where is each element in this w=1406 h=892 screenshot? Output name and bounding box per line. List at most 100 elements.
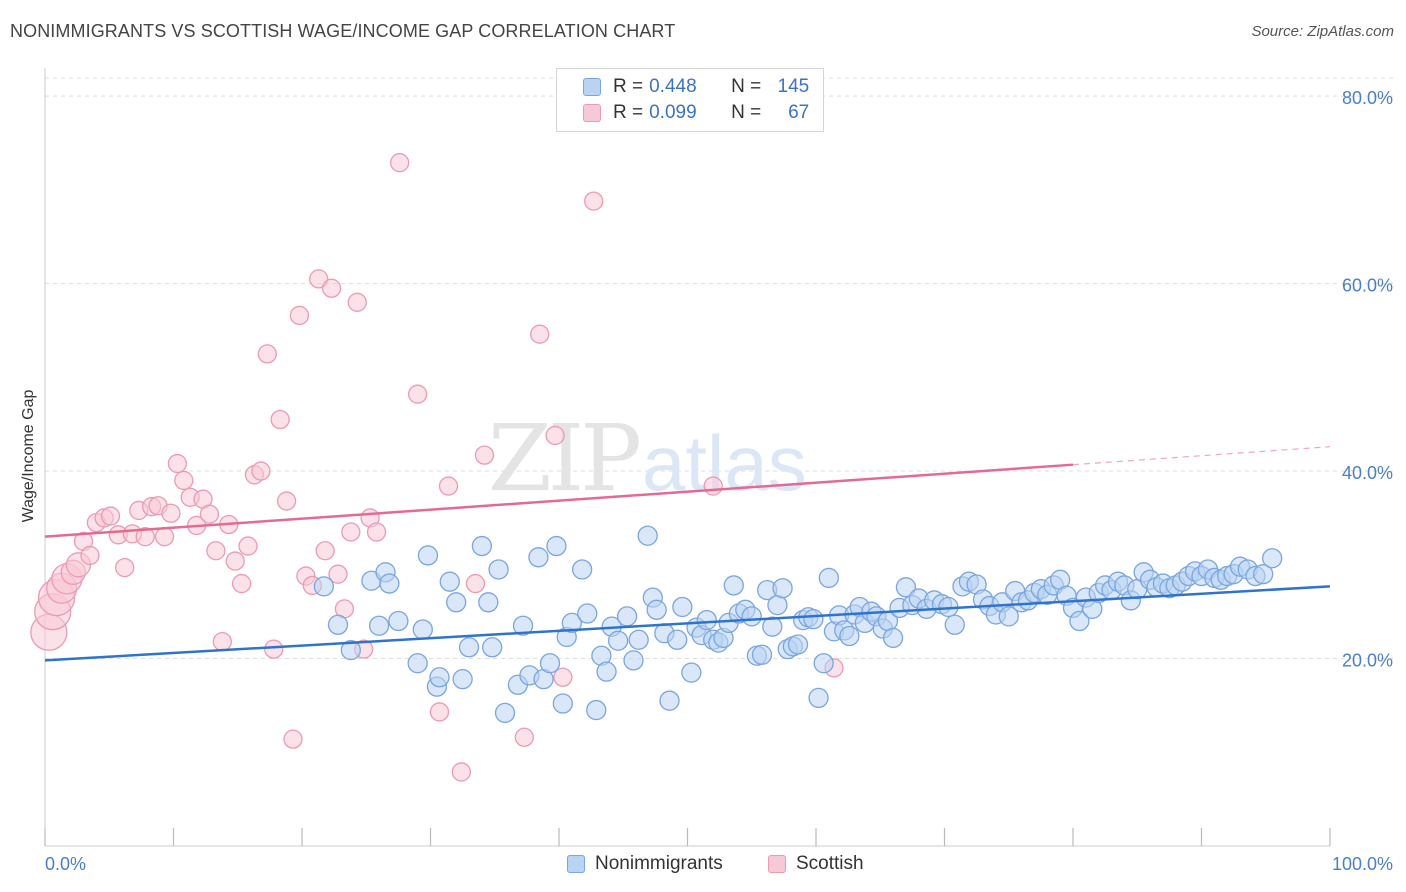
- data-point: [545, 425, 565, 446]
- data-point: [417, 545, 439, 566]
- data-point: [206, 541, 226, 561]
- bottom-legend-scottish: Scottish: [768, 852, 864, 876]
- data-point: [321, 278, 342, 298]
- data-point: [944, 614, 965, 635]
- legend-swatch-pink: [583, 104, 601, 122]
- legend-row-nonimmigrants: R = 0.448 N = 145: [583, 74, 809, 100]
- data-point: [309, 269, 329, 289]
- data-point: [429, 702, 450, 722]
- data-point: [100, 506, 121, 526]
- data-point: [161, 503, 181, 523]
- bottom-legend-label: Scottish: [796, 853, 864, 874]
- data-point: [482, 637, 503, 658]
- chart-source: Source: ZipAtlas.com: [1251, 23, 1394, 40]
- data-point: [546, 535, 567, 557]
- data-point: [530, 324, 550, 344]
- data-point: [494, 702, 516, 724]
- data-point: [429, 667, 450, 688]
- data-point: [465, 573, 486, 594]
- data-point: [571, 559, 593, 580]
- watermark: ZIP atlas: [488, 405, 807, 512]
- legend-row-scottish: R = 0.099 N = 67: [583, 100, 809, 126]
- data-point: [283, 729, 303, 749]
- data-point: [895, 577, 917, 598]
- bottom-legend-swatch-pink: [768, 855, 786, 873]
- data-point: [818, 567, 839, 589]
- data-point: [115, 557, 135, 578]
- scottish-trend-extension: [1072, 446, 1331, 466]
- x-tick-label-min: 0.0%: [45, 854, 86, 874]
- data-point: [212, 632, 232, 652]
- bottom-legend-nonimmigrants: Nonimmigrants: [567, 852, 723, 876]
- data-point: [577, 603, 598, 624]
- y-tick-label: 20.0%: [1342, 651, 1393, 671]
- legend-r-label: R =: [613, 76, 644, 97]
- y-tick-labels: 20.0% 40.0% 60.0% 80.0%: [1342, 88, 1393, 670]
- data-point: [637, 525, 658, 546]
- data-point: [446, 592, 467, 613]
- data-point: [174, 470, 194, 491]
- x-tick-label-max: 100.0%: [1332, 854, 1393, 874]
- data-point: [452, 669, 473, 690]
- legend-r-value: 0.448: [649, 76, 697, 97]
- data-point: [379, 573, 400, 594]
- trend-lines: [44, 446, 1331, 662]
- data-point: [412, 619, 433, 640]
- data-point: [1262, 548, 1283, 569]
- data-point: [231, 573, 252, 594]
- data-point: [667, 629, 688, 650]
- legend-swatch-blue: [583, 78, 601, 96]
- data-point: [552, 693, 574, 714]
- data-point: [80, 545, 100, 566]
- data-point: [327, 614, 349, 635]
- data-point: [514, 727, 534, 747]
- data-point: [787, 634, 809, 655]
- data-point: [347, 292, 367, 312]
- data-point: [167, 453, 188, 474]
- chart-title: NONIMMIGRANTS VS SCOTTISH WAGE/INCOME GA…: [10, 21, 676, 41]
- data-point: [528, 547, 549, 568]
- data-point: [257, 344, 277, 364]
- data-point: [264, 639, 284, 659]
- x-ticks: [44, 828, 1331, 846]
- data-point: [474, 445, 495, 465]
- data-point: [772, 578, 793, 599]
- data-point: [741, 606, 762, 627]
- data-point: [681, 662, 702, 683]
- data-point: [762, 616, 783, 637]
- data-point: [882, 627, 904, 649]
- legend-r-value: 0.099: [649, 102, 697, 123]
- legend-n-label: N =: [731, 76, 762, 97]
- data-point: [276, 491, 297, 511]
- y-tick-label: 40.0%: [1342, 463, 1393, 483]
- y-tick-label: 80.0%: [1342, 88, 1393, 108]
- data-point: [340, 639, 361, 661]
- y-tick-label: 60.0%: [1342, 276, 1393, 296]
- data-point: [561, 612, 582, 634]
- data-point: [199, 504, 220, 524]
- data-point: [154, 527, 175, 547]
- bottom-legend-swatch-blue: [567, 855, 585, 873]
- legend-r-label: R =: [613, 102, 644, 123]
- bottom-legend-label: Nonimmigrants: [595, 853, 723, 874]
- data-point: [539, 653, 561, 674]
- data-point: [596, 661, 617, 682]
- data-point: [478, 592, 499, 613]
- data-point: [451, 762, 471, 782]
- data-point: [439, 571, 460, 592]
- data-point: [458, 637, 480, 658]
- data-point: [553, 667, 573, 687]
- data-point: [328, 564, 348, 584]
- data-point: [488, 559, 509, 580]
- data-point: [471, 535, 493, 557]
- data-point: [270, 409, 290, 430]
- data-point: [1069, 610, 1090, 632]
- data-point: [366, 522, 387, 542]
- data-point: [407, 384, 428, 404]
- data-point: [512, 615, 534, 636]
- data-point: [584, 191, 604, 211]
- data-point: [407, 653, 428, 674]
- data-point: [703, 476, 723, 496]
- data-point: [839, 625, 860, 647]
